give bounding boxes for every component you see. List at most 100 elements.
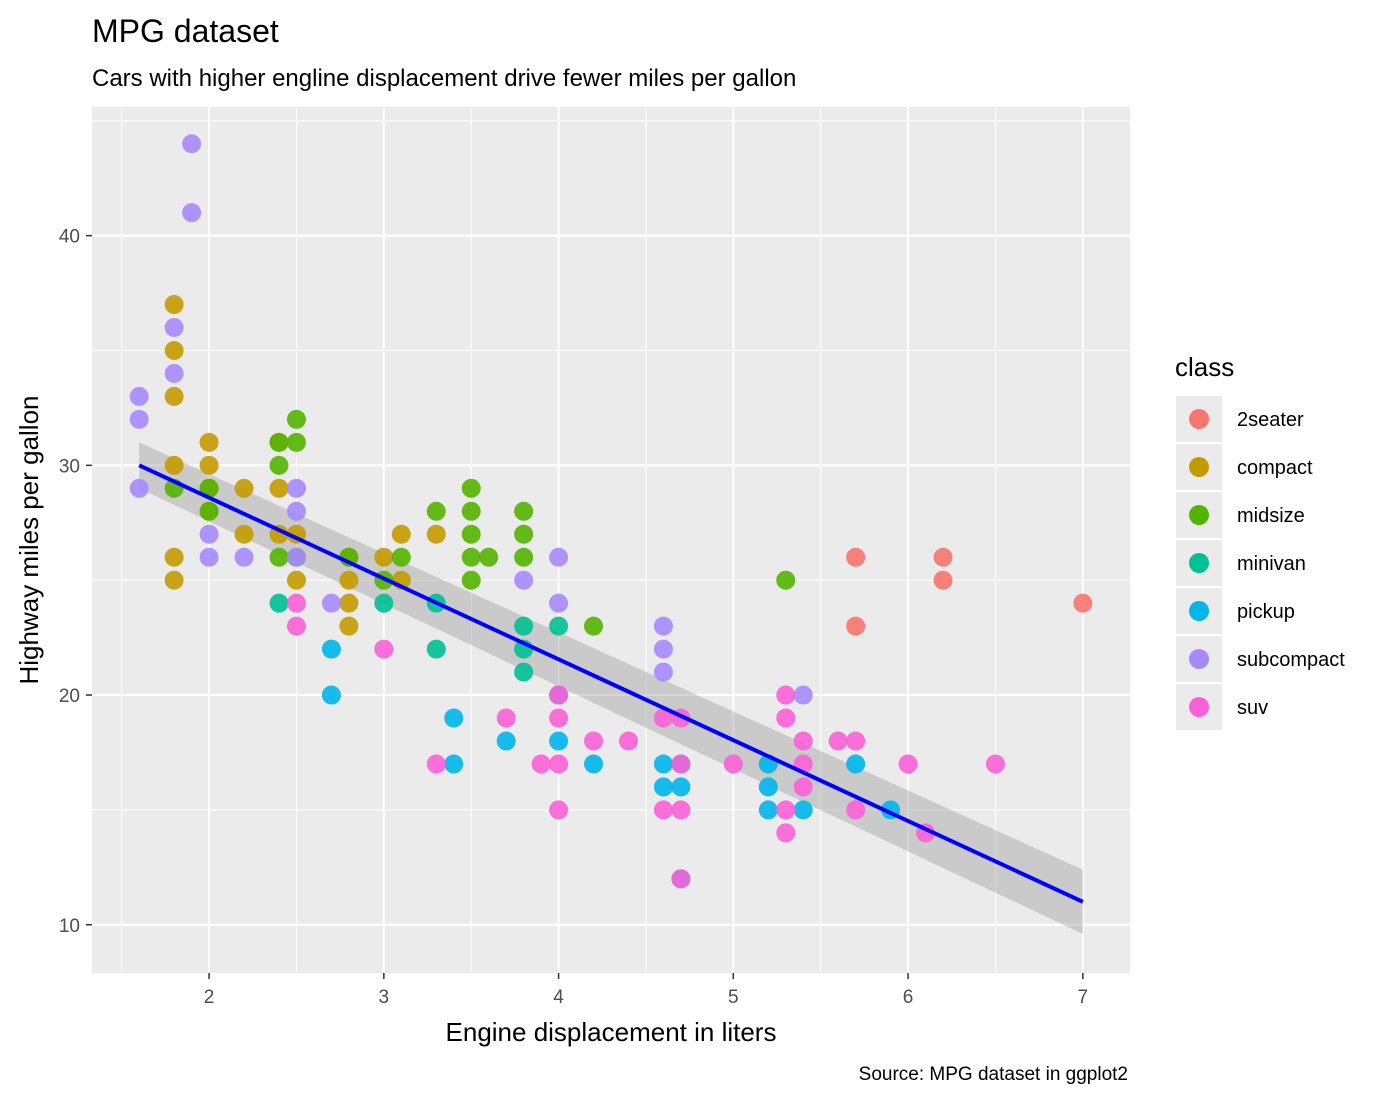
x-tick-label: 5 <box>728 987 739 1008</box>
chart-caption: Source: MPG dataset in ggplot2 <box>859 1064 1128 1085</box>
point-compact <box>426 524 446 544</box>
point-suv <box>793 731 813 751</box>
legend-key-suv <box>1189 697 1209 717</box>
x-tick-label: 2 <box>204 987 215 1008</box>
point-suv <box>828 731 848 751</box>
point-suv <box>374 639 394 659</box>
point-midsize <box>461 478 481 498</box>
point-subcompact <box>182 203 202 223</box>
point-suv <box>898 754 918 774</box>
legend-title: class <box>1175 352 1234 382</box>
point-subcompact <box>793 685 813 705</box>
legend-label-suv: suv <box>1237 697 1268 719</box>
point-pickup <box>653 777 673 797</box>
point-suv <box>531 754 551 774</box>
plot-panel <box>92 107 1130 973</box>
point-midsize <box>514 524 534 544</box>
point-subcompact <box>549 593 569 613</box>
point-2seater <box>846 616 866 636</box>
point-suv <box>549 800 569 820</box>
legend-key-minivan <box>1189 553 1209 573</box>
point-pickup <box>584 754 604 774</box>
point-suv <box>776 823 796 843</box>
point-subcompact <box>234 547 254 567</box>
point-compact <box>164 455 184 475</box>
point-midsize <box>461 501 481 521</box>
y-tick-label: 40 <box>59 227 80 248</box>
point-compact <box>164 386 184 406</box>
legend-key-pickup <box>1189 601 1209 621</box>
point-subcompact <box>286 547 306 567</box>
point-minivan <box>514 662 534 682</box>
point-suv <box>793 777 813 797</box>
point-subcompact <box>164 318 184 338</box>
point-suv <box>286 616 306 636</box>
point-pickup <box>549 731 569 751</box>
point-subcompact <box>129 478 149 498</box>
point-midsize <box>479 547 499 567</box>
point-subcompact <box>653 616 673 636</box>
legend-key-2seater <box>1189 409 1209 429</box>
point-midsize <box>426 501 446 521</box>
point-subcompact <box>164 363 184 383</box>
point-midsize <box>286 432 306 452</box>
point-suv <box>846 800 866 820</box>
point-subcompact <box>514 570 534 590</box>
point-suv <box>846 731 866 751</box>
point-suv <box>618 731 638 751</box>
point-minivan <box>514 616 534 636</box>
point-subcompact <box>286 501 306 521</box>
point-pickup <box>321 639 341 659</box>
point-midsize <box>461 547 481 567</box>
point-suv <box>776 800 796 820</box>
point-pickup <box>321 685 341 705</box>
point-compact <box>234 524 254 544</box>
point-midsize <box>461 570 481 590</box>
point-suv <box>653 800 673 820</box>
point-midsize <box>514 501 534 521</box>
point-midsize <box>514 547 534 567</box>
point-2seater <box>933 547 953 567</box>
legend-key-subcompact <box>1189 649 1209 669</box>
point-compact <box>199 432 219 452</box>
point-compact <box>164 570 184 590</box>
point-compact <box>164 547 184 567</box>
point-compact <box>391 524 411 544</box>
point-minivan <box>269 593 289 613</box>
legend-key-midsize <box>1189 505 1209 525</box>
point-compact <box>339 570 359 590</box>
point-subcompact <box>199 547 219 567</box>
point-subcompact <box>286 478 306 498</box>
point-pickup <box>444 754 464 774</box>
point-midsize <box>461 524 481 544</box>
legend-label-pickup: pickup <box>1237 601 1295 623</box>
point-subcompact <box>129 409 149 429</box>
point-midsize <box>269 432 289 452</box>
point-pickup <box>444 708 464 728</box>
y-axis: 10 20 30 40 <box>59 227 92 937</box>
point-pickup <box>793 800 813 820</box>
point-compact <box>199 455 219 475</box>
point-minivan <box>426 639 446 659</box>
x-tick-label: 7 <box>1078 987 1089 1008</box>
point-compact <box>164 295 184 315</box>
point-subcompact <box>653 662 673 682</box>
point-2seater <box>1073 593 1093 613</box>
legend-label-midsize: midsize <box>1237 505 1305 527</box>
point-midsize <box>776 570 796 590</box>
point-pickup <box>496 731 516 751</box>
point-subcompact <box>129 386 149 406</box>
legend-label-2seater: 2seater <box>1237 409 1304 431</box>
point-suv <box>426 754 446 774</box>
point-midsize <box>269 547 289 567</box>
point-compact <box>374 547 394 567</box>
y-tick-label: 20 <box>59 686 80 707</box>
point-suv <box>549 754 569 774</box>
x-tick-label: 3 <box>379 987 390 1008</box>
trend-line-path <box>138 463 1084 904</box>
legend-label-compact: compact <box>1237 457 1313 479</box>
point-midsize <box>584 616 604 636</box>
trend-line <box>138 463 1084 904</box>
y-tick-label: 10 <box>59 916 80 937</box>
